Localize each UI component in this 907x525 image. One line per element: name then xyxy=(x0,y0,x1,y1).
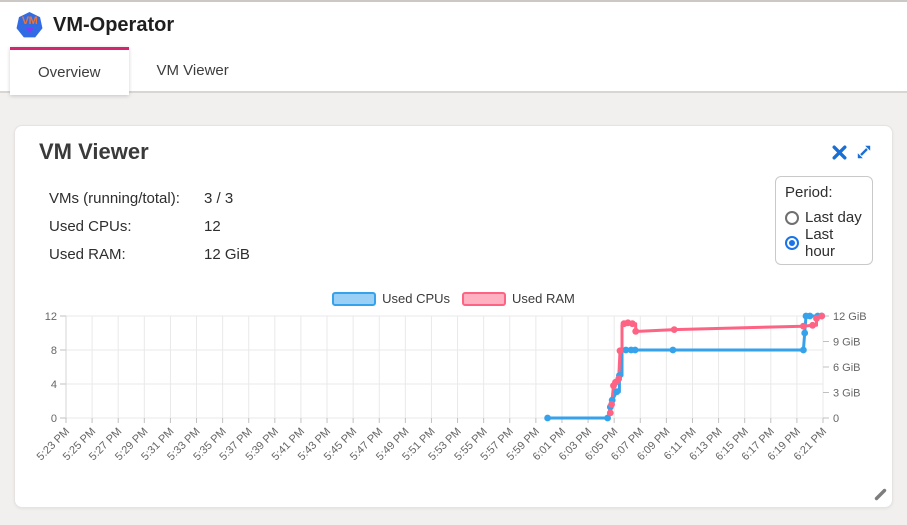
stat-value: 12 GiB xyxy=(204,245,250,263)
resize-handle-icon[interactable] xyxy=(873,487,888,502)
svg-text:6 GiB: 6 GiB xyxy=(833,362,861,374)
legend-swatch-pink xyxy=(462,291,507,306)
close-icon[interactable] xyxy=(831,144,848,161)
radio-icon xyxy=(785,210,799,225)
legend-item-used-ram[interactable]: Used RAM xyxy=(462,291,575,306)
svg-text:12 GiB: 12 GiB xyxy=(833,311,867,323)
stat-label: Used RAM: xyxy=(49,245,126,263)
logo-caret-shape xyxy=(25,28,34,33)
svg-text:4: 4 xyxy=(51,379,57,391)
period-panel: Period: Last day Last hour xyxy=(775,176,873,265)
stat-vms: VMs (running/total): 3 / 3 xyxy=(49,184,250,212)
radio-label: Last day xyxy=(805,209,862,226)
svg-text:0: 0 xyxy=(51,413,57,425)
legend-swatch-blue xyxy=(332,291,377,306)
stat-value: 12 xyxy=(204,217,221,235)
legend-label: Used CPUs xyxy=(382,291,451,306)
svg-text:12: 12 xyxy=(45,311,57,323)
radio-last-day[interactable]: Last day xyxy=(785,205,863,230)
stat-value: 3 / 3 xyxy=(204,189,234,207)
vm-viewer-panel: VM Viewer VMs (running/total): 3 / 3 Use… xyxy=(14,125,893,508)
stat-label: Used CPUs: xyxy=(49,217,132,235)
radio-last-hour[interactable]: Last hour xyxy=(785,226,863,260)
stat-used-ram: Used RAM: 12 GiB xyxy=(49,240,250,268)
vm-stats: VMs (running/total): 3 / 3 Used CPUs: 12… xyxy=(49,184,250,268)
period-label: Period: xyxy=(785,184,833,201)
legend-item-used-cpus[interactable]: Used CPUs xyxy=(332,291,450,306)
chart-legend: Used CPUs Used RAM xyxy=(15,291,892,306)
page-top-border xyxy=(0,0,907,2)
expand-icon[interactable] xyxy=(855,143,873,161)
stat-label: VMs (running/total): xyxy=(49,189,180,207)
svg-text:3 GiB: 3 GiB xyxy=(833,388,861,400)
tab-vm-viewer[interactable]: VM Viewer xyxy=(156,61,229,79)
app-title: VM-Operator xyxy=(53,14,175,36)
svg-text:0: 0 xyxy=(833,413,839,425)
svg-text:9 GiB: 9 GiB xyxy=(833,337,861,349)
legend-label: Used RAM xyxy=(512,291,575,306)
panel-actions xyxy=(831,143,873,161)
panel-title: VM Viewer xyxy=(39,139,149,164)
logo-text: VM xyxy=(21,15,38,27)
radio-label: Last hour xyxy=(805,225,836,260)
tab-bar: Overview VM Viewer xyxy=(0,47,907,95)
svg-text:8: 8 xyxy=(51,345,57,357)
vm-operator-logo-icon: VM xyxy=(16,12,43,38)
main-area: VM Viewer VMs (running/total): 3 / 3 Use… xyxy=(0,93,907,508)
tab-overview[interactable]: Overview xyxy=(10,47,129,95)
stat-used-cpus: Used CPUs: 12 xyxy=(49,212,250,240)
radio-icon xyxy=(785,235,799,250)
app-header: VM VM-Operator xyxy=(0,2,907,47)
